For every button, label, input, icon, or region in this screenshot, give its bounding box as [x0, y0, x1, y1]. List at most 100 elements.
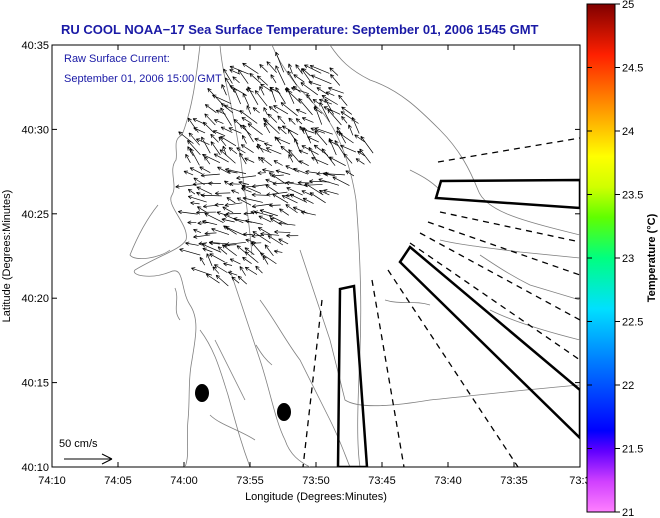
current-vector — [288, 117, 296, 125]
current-vector — [329, 67, 339, 76]
current-vector — [233, 217, 253, 223]
current-vector — [314, 105, 323, 125]
current-vector — [262, 255, 269, 265]
current-vector — [319, 189, 330, 196]
current-vector — [247, 123, 263, 135]
colorbar-tick-label: 23.5 — [622, 190, 643, 202]
current-vector — [272, 181, 294, 186]
plot-frame — [51, 44, 581, 468]
x-tick-label: 74:05 — [104, 475, 132, 487]
current-vector — [329, 156, 346, 167]
current-vector — [340, 144, 357, 153]
current-vector — [195, 138, 210, 145]
current-vector — [285, 181, 305, 186]
current-vector — [275, 51, 285, 73]
current-vector — [259, 86, 265, 96]
current-vector — [246, 105, 252, 115]
current-vector — [324, 98, 334, 115]
current-vector — [285, 204, 298, 214]
current-vector — [199, 256, 206, 266]
current-vector — [179, 248, 201, 256]
current-vector — [212, 94, 232, 105]
scale-arrow — [64, 453, 113, 465]
colorbar-tick-label: 22 — [622, 380, 634, 392]
current-vector — [214, 202, 224, 207]
current-vector — [286, 187, 303, 196]
current-vector — [351, 117, 360, 134]
current-vector — [241, 184, 262, 194]
current-vector — [300, 82, 319, 96]
y-tick-label: 40:30 — [21, 124, 49, 136]
current-vector — [268, 215, 288, 225]
current-vector — [251, 192, 269, 197]
y-tick-label: 40:35 — [21, 40, 49, 52]
current-vector — [284, 88, 302, 104]
current-vector — [263, 122, 271, 134]
current-vector — [275, 169, 291, 175]
current-vector — [213, 153, 229, 163]
x-axis-tick-labels: 74:10 74:05 74:00 73:55 73:50 73:45 73:40 73:35… — [38, 475, 590, 487]
current-vector — [257, 170, 266, 176]
current-vector — [212, 130, 226, 137]
current-vector — [266, 191, 288, 197]
current-vector — [264, 142, 273, 147]
current-vector — [266, 61, 277, 73]
colorbar-tick-label: 25 — [622, 0, 634, 11]
current-vector — [270, 74, 277, 84]
current-vector — [309, 192, 326, 204]
current-vector — [175, 184, 196, 189]
current-vector — [308, 146, 319, 164]
current-vector — [217, 246, 228, 255]
current-vector — [330, 74, 341, 86]
current-vector — [303, 127, 312, 144]
lane-dashed-boundaries — [302, 137, 580, 467]
current-vector — [211, 227, 230, 235]
current-vector — [232, 76, 240, 84]
current-vector — [236, 147, 246, 154]
current-vector — [300, 210, 316, 216]
x-tick-label: 73:35 — [500, 475, 528, 487]
current-vector — [192, 118, 206, 125]
current-vector — [301, 190, 313, 196]
current-vector — [189, 167, 203, 175]
current-vector — [318, 98, 332, 105]
current-vector — [323, 189, 339, 195]
current-vector — [285, 165, 300, 173]
current-vector — [222, 145, 227, 156]
current-vector — [295, 108, 307, 114]
current-vector — [308, 80, 322, 87]
current-vector — [216, 211, 226, 216]
current-vector — [341, 115, 348, 124]
current-vector — [233, 118, 242, 126]
current-vector — [208, 240, 227, 245]
current-vector — [193, 228, 202, 234]
current-vector — [274, 229, 291, 235]
current-vector — [280, 102, 298, 117]
current-vector — [183, 170, 194, 176]
current-vector — [298, 149, 309, 155]
current-vector — [187, 188, 196, 195]
current-vector — [209, 253, 225, 263]
current-vector — [220, 136, 237, 147]
lane-south — [336, 284, 369, 467]
current-vector — [242, 62, 259, 74]
current-vector — [310, 74, 332, 85]
x-tick-label: 74:10 — [38, 475, 66, 487]
current-vector — [210, 141, 221, 156]
current-vector — [238, 180, 249, 185]
current-vector — [273, 160, 283, 166]
current-vector — [332, 176, 350, 186]
current-vector — [244, 157, 255, 163]
current-vector — [281, 195, 298, 204]
current-vector — [321, 94, 338, 105]
current-vector — [314, 130, 328, 146]
current-vector — [278, 238, 289, 245]
current-vector — [220, 107, 232, 126]
current-vector — [287, 70, 298, 86]
colorbar-label: Temperature (°C) — [646, 213, 658, 302]
current-vector — [244, 247, 255, 255]
current-vector — [309, 64, 330, 74]
y-axis-ticks — [52, 44, 580, 468]
current-vector — [336, 126, 343, 135]
